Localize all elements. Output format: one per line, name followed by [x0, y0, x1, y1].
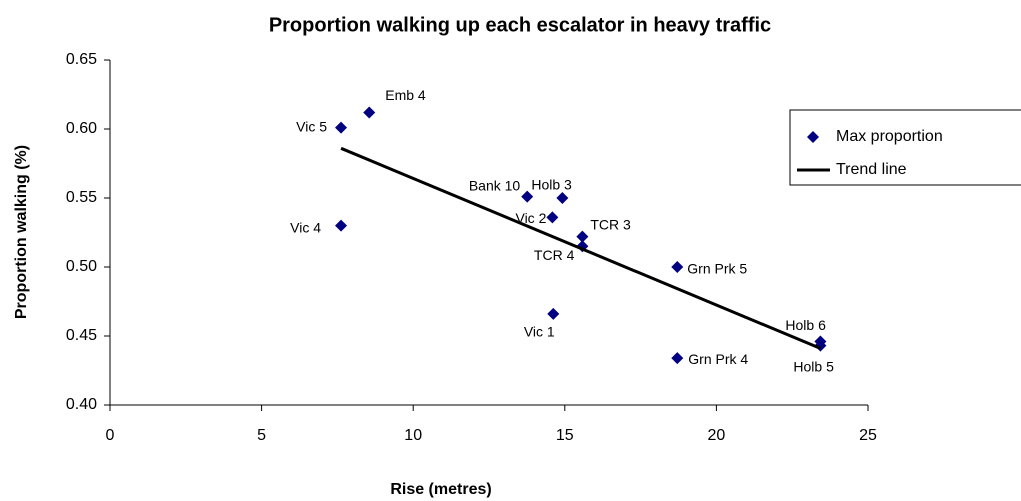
y-axis-title: Proportion walking (%): [13, 145, 30, 319]
point-label: TCR 3: [590, 216, 631, 232]
x-tick-label: 10: [404, 427, 422, 444]
point-label: Holb 5: [793, 358, 834, 374]
point-label: Holb 6: [785, 317, 826, 333]
legend-label: Max proportion: [836, 128, 943, 145]
x-axis-title: Rise (metres): [390, 481, 491, 498]
point-label: Grn Prk 5: [687, 261, 747, 277]
point-label: Vic 1: [524, 324, 555, 340]
legend-marker: [807, 131, 819, 143]
point: [335, 121, 348, 134]
point: [335, 219, 348, 232]
point-label: Vic 4: [290, 219, 321, 235]
point: [671, 352, 684, 365]
y-tick-label: 0.60: [66, 120, 97, 137]
point: [556, 192, 569, 204]
y-tick-label: 0.55: [66, 189, 97, 206]
point-label: Vic 5: [296, 118, 327, 134]
point: [576, 230, 589, 243]
chart-title: Proportion walking up each escalator in …: [269, 14, 771, 36]
point: [671, 261, 684, 273]
y-tick-label: 0.40: [66, 396, 97, 413]
point: [521, 190, 534, 203]
point-label: Holb 3: [531, 177, 572, 193]
legend: [789, 109, 1021, 186]
point: [547, 307, 560, 320]
y-tick-label: 0.45: [66, 327, 97, 344]
point-label: Vic 2: [515, 210, 546, 226]
x-tick-label: 0: [106, 427, 115, 444]
point-label: Grn Prk 4: [688, 351, 748, 367]
point-label: Bank 10: [469, 177, 521, 193]
y-tick-label: 0.50: [66, 258, 97, 275]
trend-line: [340, 146, 821, 350]
point-label: TCR 4: [534, 247, 575, 263]
y-tick-label: 0.65: [66, 51, 97, 68]
x-tick-label: 25: [859, 427, 877, 444]
x-tick-label: 5: [257, 427, 266, 444]
point: [363, 106, 376, 119]
x-tick-label: 20: [708, 427, 726, 444]
point-label: Emb 4: [385, 87, 426, 103]
legend-label: Trend line: [836, 161, 907, 178]
x-tick-label: 15: [556, 427, 574, 444]
point: [546, 211, 559, 224]
